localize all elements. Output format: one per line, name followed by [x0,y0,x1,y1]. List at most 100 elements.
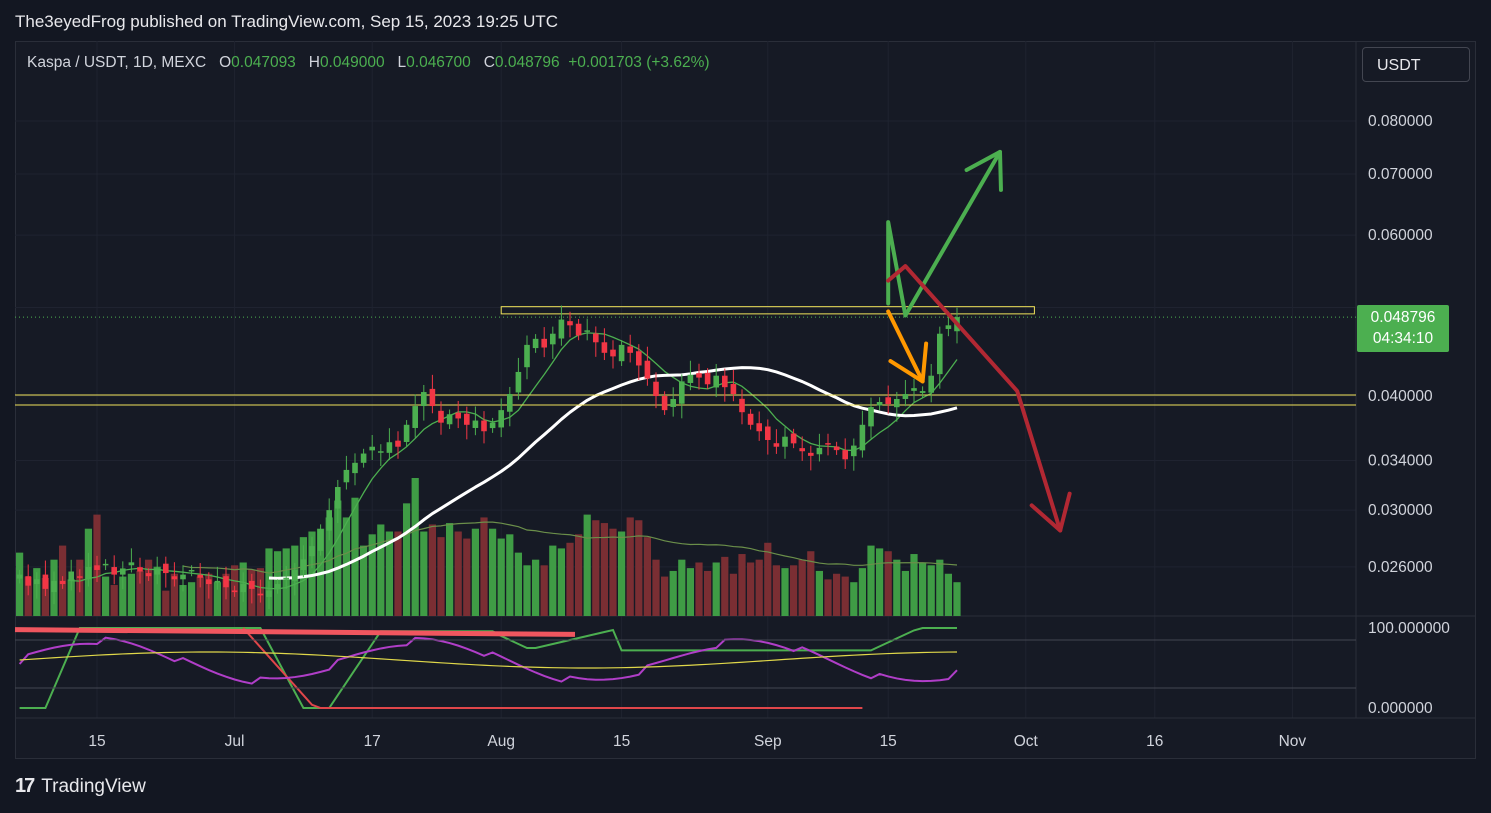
volume-bar [549,545,557,616]
candle-body [145,573,152,577]
candle-body [747,413,754,425]
oscillator-tick-label: 100.000000 [1368,620,1450,637]
red-arrowhead [1029,491,1072,533]
candle-body [610,349,616,357]
candle-body [541,338,547,348]
volume-bar [127,573,135,616]
volume-bar [583,514,591,616]
symbol-label[interactable]: Kaspa / USDT, 1D, MEXC [27,54,207,71]
volume-bar [403,503,411,616]
candle-body [171,576,178,580]
volume-bar [540,565,548,616]
volume-bar [480,517,488,616]
time-tick-label: 15 [613,733,630,750]
candle-body [438,410,444,423]
volume-bar [179,585,187,616]
candle-body [945,325,952,329]
candle-body [51,580,57,593]
price-tick-label: 0.080000 [1368,113,1433,130]
green-arrowhead [964,149,1003,192]
candle-body [223,576,229,588]
volume-bar [446,523,454,616]
candle-body [627,346,633,353]
projection-arrows[interactable] [886,149,1072,533]
oscillator-tick-label: 0.000000 [1368,700,1433,717]
volume-bar [901,570,909,616]
published-by-line: The3eyedFrog published on TradingView.co… [15,12,559,31]
candle-body [421,392,427,407]
volume-bar [67,579,75,616]
candle-body [644,360,651,379]
volume-bar [557,548,565,616]
candle-body [851,445,857,457]
green-projection-arrow [886,149,1002,318]
candle-body [360,453,367,463]
candle-body [799,448,805,452]
volume-bar [738,554,746,616]
candle-body [16,574,23,579]
candle-body [446,414,453,425]
volume-bar [592,520,600,616]
volume-bar [867,545,875,616]
oscillator-purple-line [18,636,958,685]
volume-bar [876,548,884,616]
volume-bar [196,576,204,616]
volume-bar [24,576,32,616]
candle-body [567,321,573,326]
oscillator-trendline [14,627,576,637]
currency-button[interactable]: USDT [1362,47,1470,82]
volume-bar [119,576,127,616]
candle-body [326,510,332,531]
volume-bar [325,517,333,616]
volume-bar [566,542,574,616]
price-tick-label: 0.030000 [1368,502,1433,519]
candle-body [842,450,848,460]
candle-body [352,462,358,474]
candle-body [300,559,307,570]
candle-body [636,351,642,366]
candle-body [790,433,797,444]
volume-bar [342,517,350,616]
price-tick-label: 0.070000 [1368,166,1433,183]
candle-body [403,424,410,442]
volume-bar [437,537,445,616]
candle-body [25,576,31,586]
candle-body [902,394,909,399]
volume-bar [661,576,669,616]
horizontal-levels[interactable] [15,306,1356,406]
candle-body [696,373,702,378]
price-tick-label: 0.026000 [1368,559,1433,576]
time-tick-label: 15 [880,733,897,750]
change-value: +0.001703 (+3.62%) [568,54,710,71]
volume-bar [764,542,772,616]
candle-body [661,396,668,411]
open-label: O [219,54,232,71]
candle-body [618,344,625,362]
oscillator-pane [14,627,1356,709]
time-tick-label: Sep [754,733,782,750]
volume-bar [815,570,823,616]
resistance-zone [500,306,1035,315]
candle-body [515,371,522,393]
candle-body [369,446,375,451]
volume-bar [575,534,583,616]
candle-body [206,579,212,585]
candle-body [679,381,685,404]
volume-bar [428,524,436,616]
volume-bar [162,590,170,616]
volume-bar [213,582,221,616]
volume-bar [351,497,359,616]
candle-body [240,584,246,593]
candle-body [773,443,780,447]
grid-lines [15,41,1476,719]
price-tick-label: 0.060000 [1368,227,1433,244]
volume-bar [170,573,178,616]
volume-bar [798,559,806,616]
candle-body [868,407,874,427]
tradingview-logo[interactable]: 17 TradingView [15,775,146,798]
oscillator-yellow-line [19,651,958,669]
candle-body [730,384,737,395]
candle-body [128,562,135,566]
volume-bar [772,565,780,616]
